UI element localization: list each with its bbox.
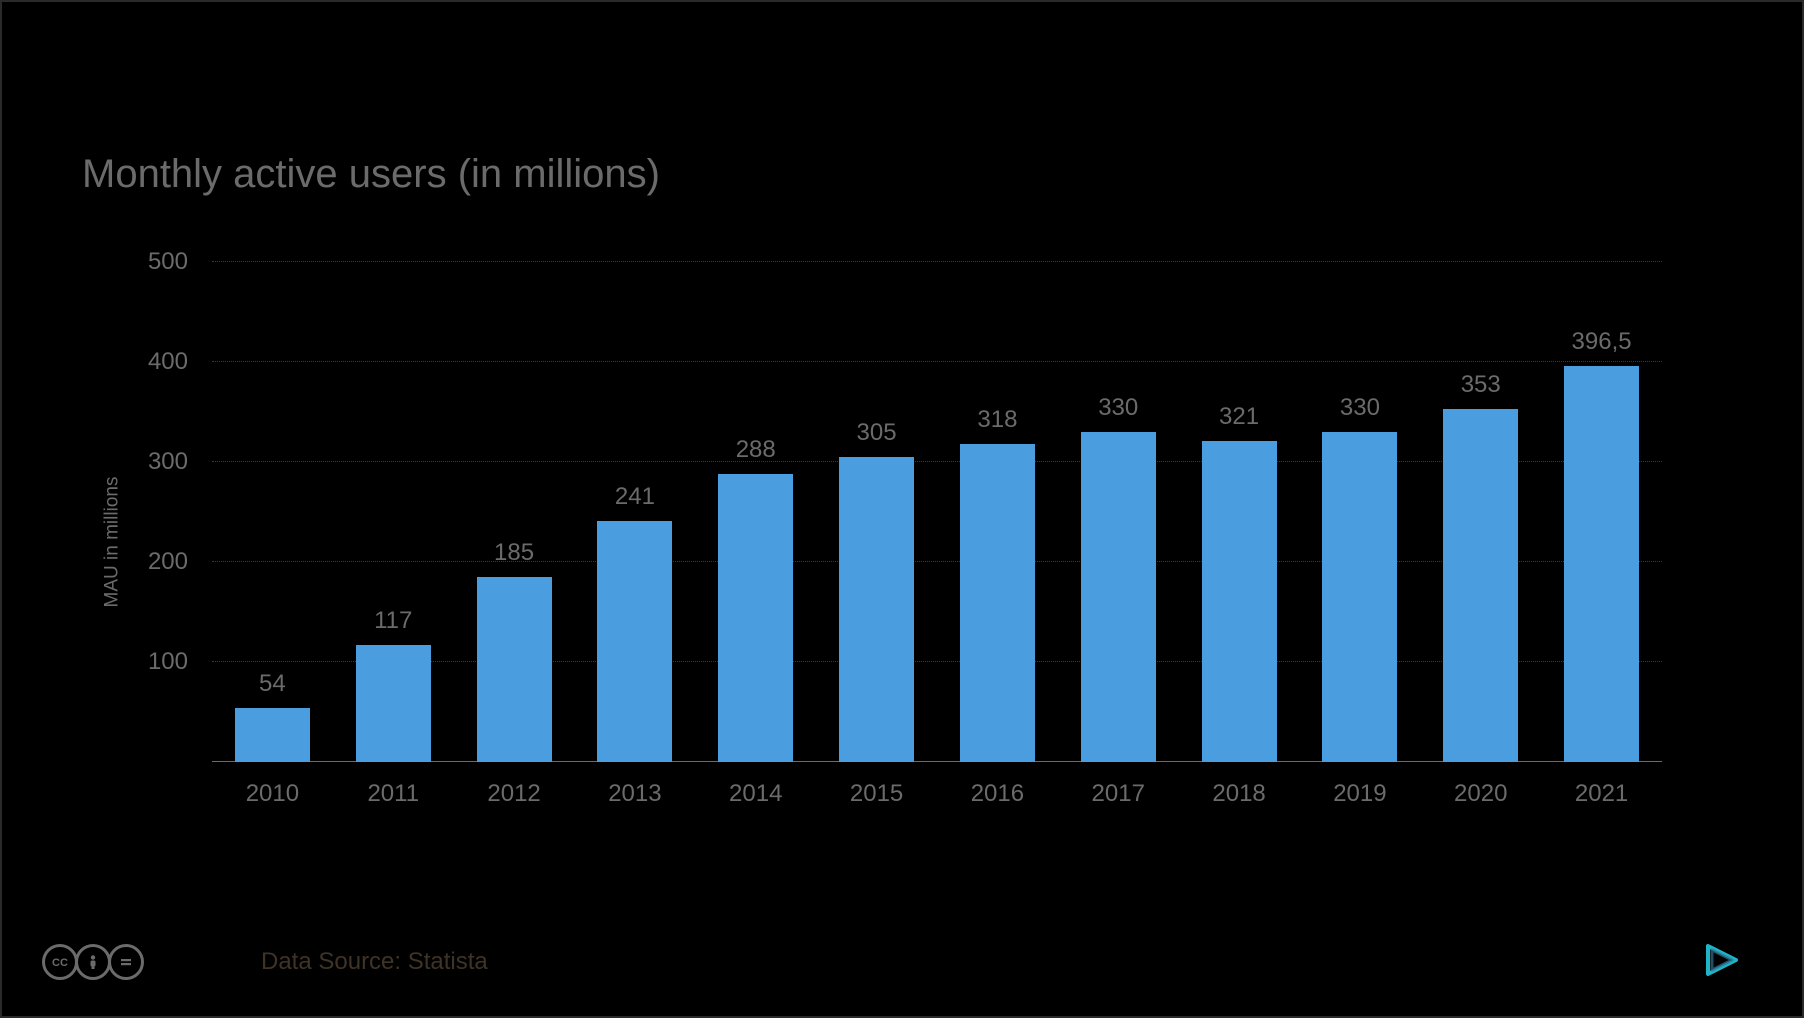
bar: 241 xyxy=(597,521,672,762)
bar: 288 xyxy=(718,474,793,762)
chart-title: Monthly active users (in millions) xyxy=(82,152,660,197)
y-tick-label: 300 xyxy=(148,448,188,476)
bar-value-label: 185 xyxy=(494,539,534,567)
chart-frame: Monthly active users (in millions) MAU i… xyxy=(0,0,1804,1018)
bar-value-label: 318 xyxy=(977,406,1017,434)
bar-value-label: 305 xyxy=(857,419,897,447)
x-tick-label: 2014 xyxy=(729,780,782,808)
y-axis-label: MAU in millions xyxy=(101,477,123,608)
bar-value-label: 241 xyxy=(615,483,655,511)
bar-chart: MAU in millions 100200300400500541171852… xyxy=(102,262,1662,822)
bar-value-label: 288 xyxy=(736,436,776,464)
plot-area: 1002003004005005411718524128830531833032… xyxy=(212,262,1662,762)
bar-value-label: 330 xyxy=(1340,394,1380,422)
bar: 117 xyxy=(356,645,431,762)
y-tick-label: 500 xyxy=(148,248,188,276)
bar: 305 xyxy=(839,457,914,762)
x-tick-label: 2019 xyxy=(1333,780,1386,808)
x-axis-labels: 2010 2011 2012 2013 2014 2015 2016 2017 2018 2019… xyxy=(212,762,1662,822)
bar: 54 xyxy=(235,708,310,762)
y-tick-label: 400 xyxy=(148,348,188,376)
x-tick-label: 2012 xyxy=(487,780,540,808)
gridline xyxy=(212,261,1662,262)
bar: 330 xyxy=(1322,432,1397,762)
bar-value-label: 330 xyxy=(1098,394,1138,422)
bar-value-label: 321 xyxy=(1219,403,1259,431)
by-icon xyxy=(75,944,111,980)
bar-value-label: 54 xyxy=(259,670,286,698)
bar: 330 xyxy=(1081,432,1156,762)
bar: 353 xyxy=(1443,409,1518,762)
x-tick-label: 2013 xyxy=(608,780,661,808)
x-tick-label: 2015 xyxy=(850,780,903,808)
bar: 321 xyxy=(1202,441,1277,762)
x-tick-label: 2011 xyxy=(367,780,419,808)
x-tick-label: 2020 xyxy=(1454,780,1507,808)
nd-icon xyxy=(108,944,144,980)
data-source-text: Data Source: Statista xyxy=(261,948,488,976)
bar-value-label: 396,5 xyxy=(1572,328,1632,356)
bar-value-label: 353 xyxy=(1461,371,1501,399)
bar: 396,5 xyxy=(1564,366,1639,763)
bar-value-label: 117 xyxy=(374,607,412,635)
footer: CC Data Source: Statista xyxy=(42,944,488,980)
gridline xyxy=(212,361,1662,362)
bar: 318 xyxy=(960,444,1035,762)
x-tick-label: 2021 xyxy=(1575,780,1628,808)
x-tick-label: 2017 xyxy=(1092,780,1145,808)
y-tick-label: 200 xyxy=(148,548,188,576)
bar: 185 xyxy=(477,577,552,762)
x-tick-label: 2016 xyxy=(971,780,1024,808)
x-tick-label: 2010 xyxy=(246,780,299,808)
brand-logo-icon xyxy=(1702,940,1742,980)
x-tick-label: 2018 xyxy=(1212,780,1265,808)
y-tick-label: 100 xyxy=(148,648,188,676)
cc-icon: CC xyxy=(42,944,78,980)
svg-text:CC: CC xyxy=(52,957,68,969)
cc-license-badges: CC xyxy=(42,944,141,980)
